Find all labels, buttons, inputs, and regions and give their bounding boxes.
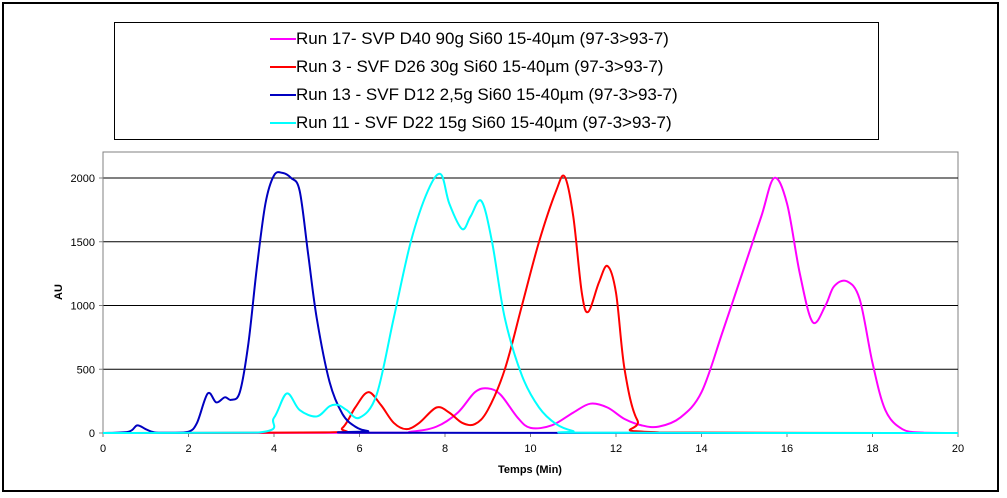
y-tick-label: 1000 [71,301,95,313]
x-tick-label: 16 [781,443,793,455]
series-line-3 [102,172,959,434]
legend-swatch [270,122,296,124]
legend-swatch [270,38,296,40]
legend-label: Run 3 - SVF D26 30g Si60 15-40µm (97-3>9… [296,57,664,76]
x-tick-label: 8 [442,443,448,455]
x-tick-label: 14 [695,443,707,455]
plot-area [102,151,959,434]
legend-entry-run3: Run 3 - SVF D26 30g Si60 15-40µm (97-3>9… [270,55,663,79]
legend-entry-run17: Run 17- SVP D40 90g Si60 15-40µm (97-3>9… [270,27,669,51]
y-tick-label: 2000 [71,173,95,185]
x-tick-label: 0 [100,443,106,455]
legend-swatch [270,66,296,68]
y-axis-title: AU [53,284,65,300]
x-tick-label: 12 [610,443,622,455]
legend-label: Run 11 - SVF D22 15g Si60 15-40µm (97-3>… [296,113,672,132]
y-tick-label: 500 [77,364,95,376]
legend: Run 17- SVP D40 90g Si60 15-40µm (97-3>9… [114,22,879,140]
x-axis-title: Temps (Min) [498,464,562,476]
x-tick-label: 6 [356,443,362,455]
legend-entry-run11: Run 11 - SVF D22 15g Si60 15-40µm (97-3>… [270,111,672,135]
x-tick-label: 4 [271,443,277,455]
tick-labels: 0 2 4 6 8 10 12 14 16 18 20 0 500 1000 1500 2000 [71,173,965,455]
x-tick-label: 20 [952,443,964,455]
x-tick-label: 18 [866,443,878,455]
legend-label: Run 13 - SVF D12 2,5g Si60 15-40µm (97-3… [296,85,678,104]
legend-entry-run13: Run 13 - SVF D12 2,5g Si60 15-40µm (97-3… [270,83,678,107]
y-tick-label: 1500 [71,237,95,249]
x-tick-label: 2 [185,443,191,455]
legend-label: Run 17- SVP D40 90g Si60 15-40µm (97-3>9… [296,29,669,48]
legend-swatch [270,94,296,96]
y-tick-label: 0 [89,428,95,440]
series-line-0 [102,176,959,434]
x-tick-label: 10 [524,443,536,455]
series-layer [102,171,959,434]
